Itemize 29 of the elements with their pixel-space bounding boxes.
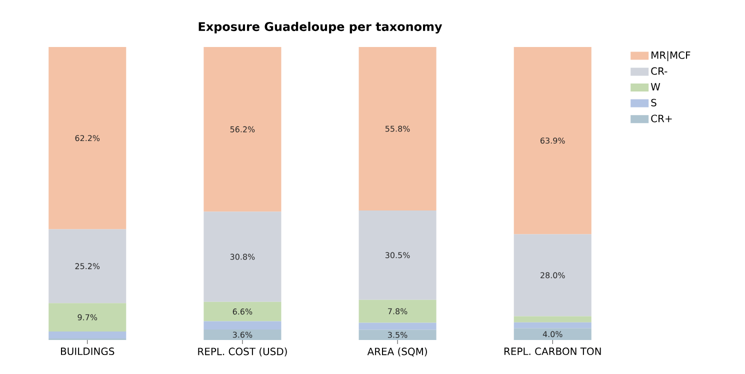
x-tick-label: AREA (SQM): [367, 348, 427, 356]
bar: [204, 46, 282, 212]
legend-label: MR|MCF: [652, 51, 690, 62]
bar: [204, 329, 282, 340]
bar: [514, 234, 592, 316]
bar: [204, 212, 282, 302]
legend-label: CR-: [651, 67, 668, 75]
legend-label: S: [651, 98, 656, 106]
bar: [48, 303, 126, 332]
bar: [514, 322, 592, 328]
bar: [358, 322, 436, 330]
bar: [358, 46, 436, 210]
x-tick-label: BUILDINGS: [61, 348, 114, 356]
bar: [514, 316, 592, 322]
bar: [48, 332, 126, 339]
bar: [48, 46, 126, 230]
x-tick-label: REPL. COST (USD): [198, 348, 287, 356]
x-tick-label: REPL. CARBON TON: [504, 348, 601, 356]
chart-title: Exposure Guadeloupe per taxonomy: [198, 22, 442, 34]
bar: [48, 229, 126, 304]
legend-label: W: [650, 83, 660, 90]
bar: [358, 210, 436, 300]
bar: [358, 330, 436, 340]
bar: [514, 46, 592, 234]
bar: [514, 328, 592, 340]
legend-label: CR+: [651, 114, 672, 122]
bar: [204, 321, 282, 330]
bar: [204, 302, 282, 322]
bar: [358, 300, 436, 323]
